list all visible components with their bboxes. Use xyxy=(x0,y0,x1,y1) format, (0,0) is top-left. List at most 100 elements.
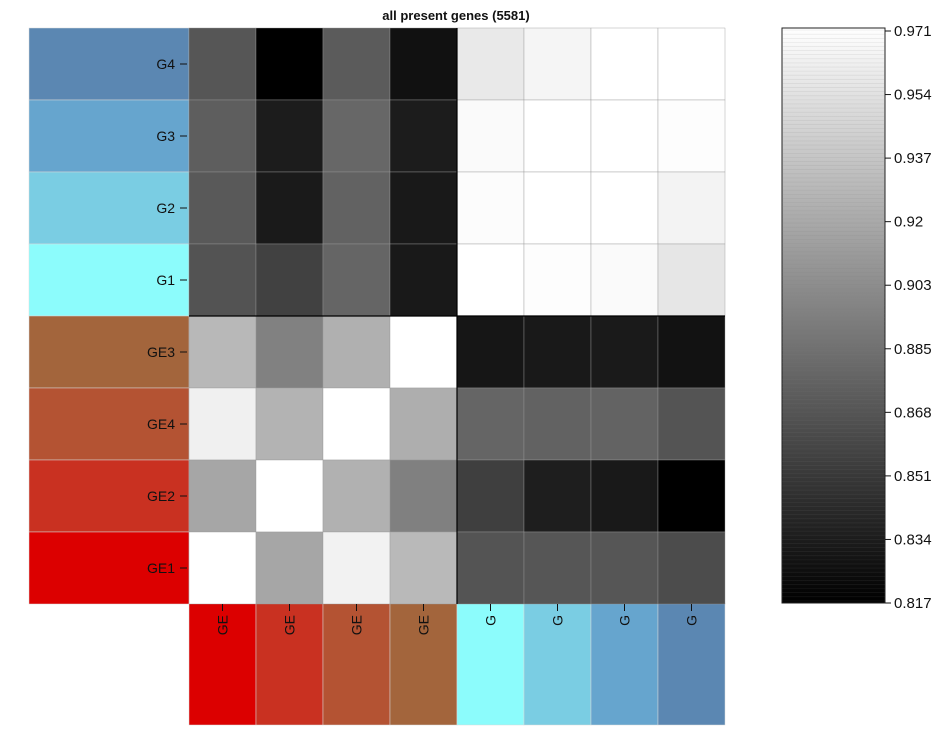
row-label-g4: G4 xyxy=(156,56,175,72)
heatmap-cell xyxy=(456,243,525,317)
heatmap-cell xyxy=(188,171,257,245)
row-color-g2 xyxy=(28,171,190,245)
heatmap-cell xyxy=(456,459,525,533)
colorbar-tick-label: 0.937 xyxy=(894,150,932,167)
row-label-ge3: GE3 xyxy=(147,344,175,360)
heatmap-cell xyxy=(188,99,257,173)
row-label-ge1: GE1 xyxy=(147,560,175,576)
row-label-ge2: GE2 xyxy=(147,488,175,504)
heatmap-cell xyxy=(657,315,726,389)
heatmap-cell xyxy=(456,387,525,461)
heatmap-cell xyxy=(590,99,659,173)
column-label-1: GE xyxy=(282,615,298,635)
heatmap-cell xyxy=(523,387,592,461)
heatmap-cell xyxy=(523,171,592,245)
heatmap-cell xyxy=(255,171,324,245)
heatmap-cell xyxy=(590,459,659,533)
heatmap-cell xyxy=(188,315,257,389)
column-color-1 xyxy=(255,602,324,726)
heatmap-cell xyxy=(657,531,726,605)
column-label-3: GE xyxy=(416,615,432,635)
heatmap-cell xyxy=(255,243,324,317)
column-label-4: G xyxy=(483,615,499,626)
column-color-strip xyxy=(188,602,726,726)
heatmap-cell xyxy=(322,171,391,245)
column-color-0 xyxy=(188,602,257,726)
column-color-3 xyxy=(389,602,458,726)
colorbar-tick-label: 0.92 xyxy=(894,214,923,231)
heatmap-cell xyxy=(322,27,391,101)
heatmap-cell xyxy=(255,459,324,533)
heatmap-cell xyxy=(456,531,525,605)
heatmap-cell xyxy=(657,387,726,461)
heatmap-cell xyxy=(657,243,726,317)
heatmap-cell xyxy=(590,315,659,389)
colorbar: 0.971 0.954 0.937 0.92 0.903 0.885 0.868 0.851 0… xyxy=(781,23,932,612)
column-label-0: GE xyxy=(215,615,231,635)
heatmap-cell xyxy=(657,99,726,173)
heatmap-cell xyxy=(188,27,257,101)
heatmap-cell xyxy=(590,531,659,605)
row-color-ge2 xyxy=(28,459,190,533)
row-color-strip xyxy=(28,27,190,605)
heatmap-cell xyxy=(322,99,391,173)
heatmap-cell xyxy=(255,27,324,101)
heatmap-cells xyxy=(188,27,726,605)
heatmap-cell xyxy=(456,171,525,245)
row-color-g3 xyxy=(28,99,190,173)
heatmap-cell xyxy=(322,243,391,317)
heatmap-cell xyxy=(523,99,592,173)
row-color-g1 xyxy=(28,243,190,317)
heatmap-cell xyxy=(389,27,458,101)
colorbar-tick-label: 0.903 xyxy=(894,277,932,294)
colorbar-tick-label: 0.885 xyxy=(894,341,932,358)
colorbar-tick-label: 0.834 xyxy=(894,531,932,548)
heatmap-cell xyxy=(389,459,458,533)
row-color-ge4 xyxy=(28,387,190,461)
heatmap-cell xyxy=(523,27,592,101)
heatmap-cell xyxy=(255,99,324,173)
chart-title: all present genes (5581) xyxy=(382,8,529,23)
heatmap-cell xyxy=(188,459,257,533)
heatmap-cell xyxy=(389,387,458,461)
column-label-7: G xyxy=(684,615,700,626)
heatmap-cell xyxy=(322,531,391,605)
heatmap-cell xyxy=(523,243,592,317)
heatmap-cell xyxy=(188,387,257,461)
column-color-7 xyxy=(657,602,726,726)
colorbar-tick-label: 0.868 xyxy=(894,404,932,421)
colorbar-gradient xyxy=(781,27,886,604)
row-label-g2: G2 xyxy=(156,200,175,216)
heatmap-cell xyxy=(590,243,659,317)
heatmap-cell xyxy=(523,459,592,533)
column-label-6: G xyxy=(617,615,633,626)
heatmap-cell xyxy=(389,243,458,317)
heatmap-cell xyxy=(523,531,592,605)
colorbar-tick-label: 0.971 xyxy=(894,23,932,40)
heatmap-cell xyxy=(255,531,324,605)
row-label-g3: G3 xyxy=(156,128,175,144)
row-labels: G4 G3 G2 G1 GE3 GE4 GE2 GE1 xyxy=(147,56,187,576)
heatmap-cell xyxy=(389,171,458,245)
heatmap-cell xyxy=(657,171,726,245)
row-label-g1: G1 xyxy=(156,272,175,288)
heatmap-cell xyxy=(590,27,659,101)
colorbar-tick-label: 0.851 xyxy=(894,468,932,485)
heatmap-cell xyxy=(188,243,257,317)
block-dividers xyxy=(189,28,725,604)
heatmap-cell xyxy=(657,27,726,101)
heatmap-cell xyxy=(255,387,324,461)
heatmap-cell xyxy=(322,459,391,533)
heatmap-cell xyxy=(456,99,525,173)
heatmap-cell xyxy=(322,315,391,389)
colorbar-tick-label: 0.817 xyxy=(894,595,932,612)
heatmap-cell xyxy=(590,171,659,245)
column-label-2: GE xyxy=(349,615,365,635)
heatmap-cell xyxy=(389,531,458,605)
heatmap-cell xyxy=(456,315,525,389)
column-color-4 xyxy=(456,602,525,726)
heatmap-cell xyxy=(523,315,592,389)
row-color-ge1 xyxy=(28,531,190,605)
column-color-6 xyxy=(590,602,659,726)
